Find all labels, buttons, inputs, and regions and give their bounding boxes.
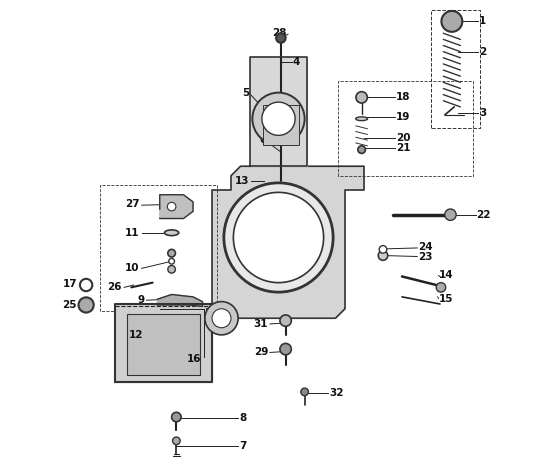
Circle shape (441, 11, 462, 32)
Circle shape (280, 343, 291, 355)
Circle shape (168, 266, 175, 273)
Text: 20: 20 (397, 133, 411, 143)
Circle shape (173, 437, 180, 445)
Circle shape (205, 302, 238, 335)
Text: 8: 8 (239, 413, 247, 423)
Ellipse shape (356, 117, 367, 121)
Polygon shape (212, 166, 364, 318)
Text: 1: 1 (479, 16, 486, 27)
Text: 22: 22 (477, 209, 491, 220)
Circle shape (301, 388, 308, 396)
Text: 13: 13 (235, 175, 249, 186)
Text: 32: 32 (330, 388, 344, 399)
Circle shape (79, 297, 94, 313)
Ellipse shape (165, 230, 179, 236)
Circle shape (212, 309, 231, 328)
Circle shape (252, 93, 305, 145)
Circle shape (233, 192, 324, 283)
Text: 7: 7 (239, 440, 247, 451)
Polygon shape (158, 294, 202, 306)
Text: 5: 5 (242, 87, 249, 98)
Circle shape (356, 92, 367, 103)
Text: 16: 16 (187, 353, 202, 364)
Circle shape (379, 246, 387, 253)
Bar (126, 314, 200, 375)
Text: 31: 31 (253, 319, 268, 329)
Circle shape (436, 283, 445, 292)
Polygon shape (250, 57, 307, 166)
Text: 19: 19 (397, 112, 410, 123)
Circle shape (445, 209, 456, 220)
Bar (263, 104, 299, 145)
Text: 4: 4 (293, 57, 300, 67)
Text: 3: 3 (479, 108, 486, 118)
Text: 24: 24 (418, 242, 433, 252)
Circle shape (169, 258, 174, 264)
Polygon shape (160, 195, 193, 219)
Circle shape (262, 102, 295, 135)
Text: 11: 11 (125, 228, 140, 238)
Text: 18: 18 (397, 92, 411, 103)
Text: 2: 2 (479, 47, 486, 57)
Circle shape (358, 146, 365, 153)
Text: 25: 25 (62, 300, 77, 310)
Circle shape (80, 279, 93, 291)
Circle shape (276, 33, 286, 43)
Text: 17: 17 (62, 279, 77, 289)
Text: 14: 14 (439, 269, 454, 280)
Circle shape (167, 202, 176, 211)
Text: 21: 21 (397, 143, 411, 153)
Circle shape (224, 183, 333, 292)
Text: 10: 10 (125, 263, 140, 274)
Text: 29: 29 (254, 347, 268, 358)
Text: 9: 9 (137, 295, 145, 305)
Circle shape (168, 249, 175, 257)
Circle shape (378, 251, 388, 260)
Text: 28: 28 (273, 28, 287, 38)
Text: 30: 30 (204, 307, 219, 318)
Text: 15: 15 (439, 294, 454, 304)
Circle shape (172, 412, 181, 422)
Circle shape (280, 315, 291, 326)
Text: 26: 26 (107, 282, 122, 293)
Polygon shape (115, 304, 212, 382)
Text: 6: 6 (259, 135, 266, 145)
Text: 23: 23 (418, 252, 433, 263)
Text: 12: 12 (129, 330, 144, 340)
Text: 27: 27 (125, 199, 140, 209)
